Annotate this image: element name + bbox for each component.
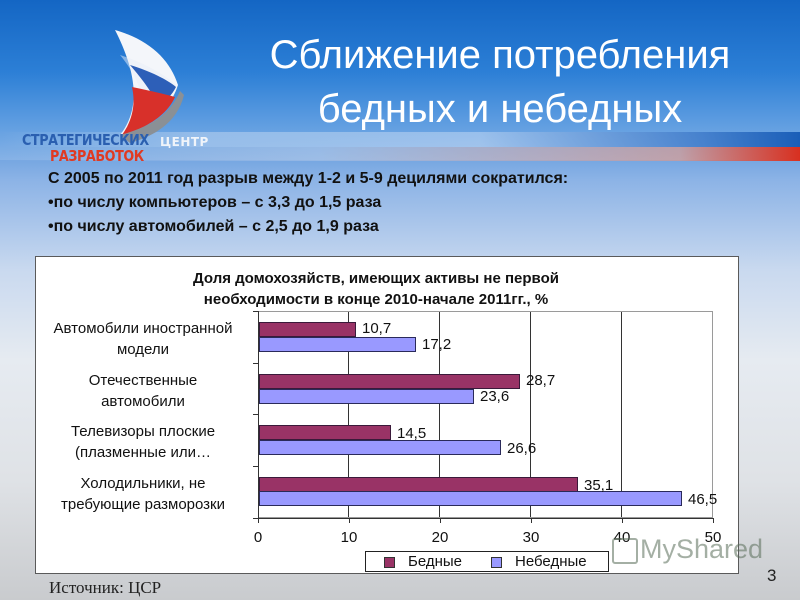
legend-swatch-poor — [384, 557, 395, 568]
x-tick — [622, 518, 623, 523]
logo-text-centr: ЦЕНТР — [160, 135, 209, 149]
gridline — [621, 312, 622, 517]
bar-poor — [259, 477, 578, 492]
category-label-line: Телевизоры плоские — [70, 423, 216, 440]
chart-title-line1: Доля домохозяйств, имеющих активы не пер… — [193, 270, 559, 287]
legend-label-nonpoor: Небедные — [515, 553, 587, 570]
category-label-line: модели — [116, 341, 170, 358]
x-tick-label: 50 — [704, 529, 722, 546]
category-label-line: Отечественные — [88, 372, 198, 389]
summary-bullet: •по числу компьютеров – с 3,3 до 1,5 раз… — [48, 194, 382, 211]
bar-nonpoor — [259, 440, 501, 455]
category-label-line: (плазменные или… — [75, 444, 211, 461]
chart-title: Доля домохозяйств, имеющих активы не пер… — [36, 268, 716, 310]
slide-number: 3 — [767, 566, 777, 585]
x-tick-label: 10 — [340, 529, 358, 546]
bar-nonpoor — [259, 337, 416, 352]
data-label: 26,6 — [507, 440, 537, 457]
x-tick — [440, 518, 441, 523]
summary-text: С 2005 по 2011 год разрыв между 1-2 и 5-… — [48, 167, 568, 239]
y-tick — [253, 518, 258, 519]
x-tick-label: 30 — [522, 529, 540, 546]
x-axis — [258, 518, 714, 519]
category-label-line: требующие разморозки — [60, 496, 225, 513]
category-label-line: автомобили — [101, 393, 185, 410]
x-tick — [258, 518, 259, 523]
y-tick — [253, 466, 258, 467]
legend-swatch-nonpoor — [491, 557, 502, 568]
decorative-stripe-blue — [0, 132, 800, 147]
summary-lead: С 2005 по 2011 год разрыв между 1-2 и 5-… — [48, 170, 569, 187]
gridline — [348, 312, 349, 517]
data-label: 23,6 — [480, 388, 510, 405]
y-axis — [258, 311, 259, 520]
chart-legend: Бедные Небедные — [365, 551, 609, 572]
category-label: Автомобили иностранной модели — [36, 318, 250, 360]
bar-poor — [259, 374, 520, 389]
slide-title: Сближение потребления бедных и небедных — [230, 28, 770, 136]
bar-poor — [259, 322, 356, 337]
chart-title-line2: необходимости в конце 2010-начале 2011гг… — [203, 291, 549, 308]
logo-text-strategic: СТРАТЕГИЧЕСКИХ — [22, 131, 149, 149]
bar-nonpoor — [259, 389, 474, 404]
x-tick-label: 40 — [613, 529, 631, 546]
plot-area — [258, 311, 713, 518]
x-tick — [531, 518, 532, 523]
data-label: 28,7 — [526, 372, 556, 389]
category-label-line: Холодильники, не — [80, 475, 206, 492]
data-label: 46,5 — [688, 491, 718, 508]
csr-logo: ЦЕНТР — [20, 25, 220, 175]
data-label: 35,1 — [584, 477, 614, 494]
bar-nonpoor — [259, 491, 682, 506]
decorative-stripe-red — [0, 147, 800, 161]
y-tick — [253, 363, 258, 364]
x-tick — [713, 518, 714, 523]
watermark: MyShared — [640, 534, 764, 564]
logo-text-development: РАЗРАБОТОК — [50, 147, 144, 165]
category-label: Телевизоры плоские (плазменные или… — [36, 421, 250, 463]
gridline — [530, 312, 531, 517]
bar-poor — [259, 425, 391, 440]
y-tick — [253, 414, 258, 415]
legend-label-poor: Бедные — [408, 553, 463, 570]
presentation-icon — [612, 538, 638, 564]
source-note: Источник: ЦСР — [49, 578, 162, 597]
summary-bullet: •по числу автомобилей – с 2,5 до 1,9 раз… — [48, 218, 379, 235]
slide-title-line2: бедных и небедных — [317, 87, 683, 131]
x-tick-label: 20 — [431, 529, 449, 546]
data-label: 17,2 — [422, 336, 452, 353]
category-label: Холодильники, не требующие разморозки — [36, 473, 250, 515]
gridline — [439, 312, 440, 517]
y-tick — [253, 311, 258, 312]
category-label: Отечественные автомобили — [36, 370, 250, 412]
x-tick-label: 0 — [253, 529, 263, 546]
slide-title-line1: Сближение потребления — [269, 33, 731, 77]
bar-chart: Доля домохозяйств, имеющих активы не пер… — [35, 256, 739, 574]
x-tick — [349, 518, 350, 523]
data-label: 10,7 — [362, 320, 392, 337]
category-label-line: Автомобили иностранной — [53, 320, 233, 337]
sail-flag-icon — [115, 30, 184, 143]
data-label: 14,5 — [397, 425, 427, 442]
